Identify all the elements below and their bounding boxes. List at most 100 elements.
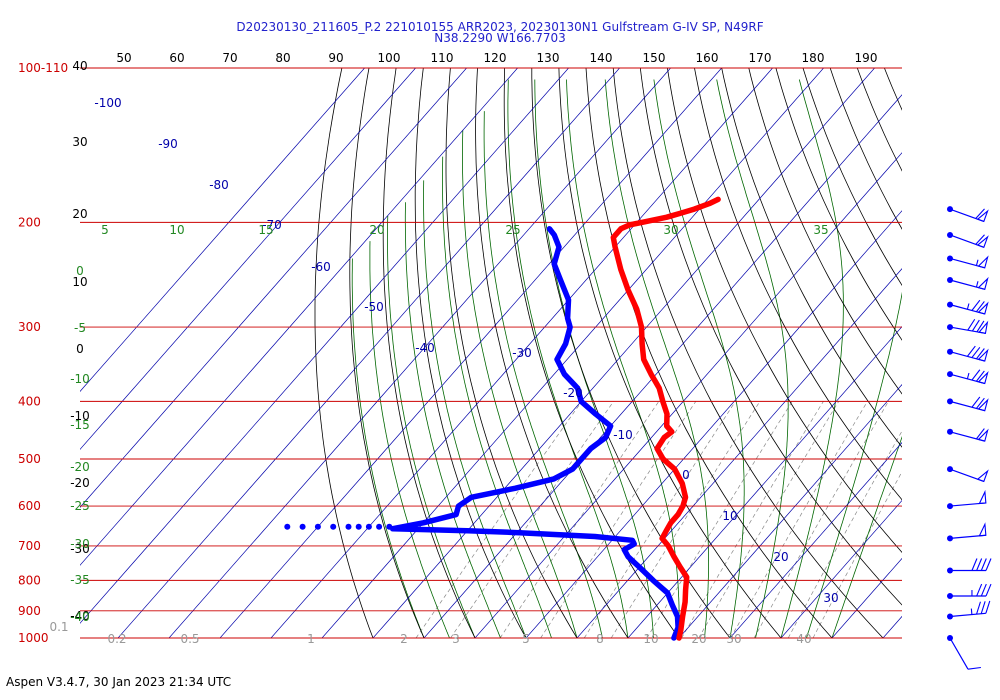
theta-left-label: 0 [76, 342, 84, 356]
theta-top-label: 50 [116, 51, 131, 65]
theta-left-label: -40 [70, 609, 90, 623]
theta-top-label: 100 [378, 51, 401, 65]
isotherm-line [80, 68, 365, 392]
wind-barb-feather [975, 370, 985, 382]
moist-adiabats [351, 79, 902, 639]
wind-barb-feather [975, 208, 985, 219]
wind-barb-feather [975, 234, 985, 245]
dry-adiabat-line [475, 68, 629, 639]
moist-adiabat-line [507, 79, 629, 639]
isotherm-line [729, 442, 902, 639]
wind-barb [947, 255, 989, 269]
temperature-profile-line [610, 196, 721, 641]
mixing-ratio-label: 10 [643, 632, 658, 646]
dry-adiabat-line [414, 68, 527, 639]
mixing-ratio-label: 1 [307, 632, 315, 646]
moist-adiabat-line [351, 258, 425, 639]
wind-barb-feather [971, 299, 981, 311]
moist-adiabat-line [483, 111, 603, 639]
dewpoint-point [376, 523, 383, 530]
wind-barb [947, 276, 989, 290]
wind-barb [947, 206, 989, 223]
mixing-ratio-line [730, 401, 868, 639]
wind-barb-feather [971, 319, 980, 332]
wind-barb-shaft [949, 612, 986, 618]
moist-adiabat-line [423, 180, 527, 639]
dry-adiabat-line [966, 68, 1000, 638]
wind-barb-feather [980, 558, 987, 571]
isotherm-line [372, 68, 875, 639]
theta-top-label: 120 [484, 51, 507, 65]
isotherm-line [219, 68, 722, 639]
dry-adiabat-line [721, 68, 902, 448]
isotherm-line [934, 68, 1000, 638]
moist-adiabat-label: -20 [70, 460, 90, 474]
isotherm-label: -100 [94, 96, 121, 110]
isotherm-label: -60 [311, 260, 331, 274]
dewpoint-point [345, 523, 352, 530]
dewpoint-profile-line [389, 226, 681, 641]
moist-adiabat-line [404, 202, 501, 639]
theta-top-label: 190 [855, 51, 878, 65]
isotherm-line [117, 68, 620, 639]
moist-adiabat-label: 15 [258, 223, 273, 237]
pressure-tick-label: 100-110 [18, 61, 68, 75]
isotherm-line [80, 68, 518, 566]
wind-barb-flag [977, 428, 989, 442]
isotherm-line [270, 68, 773, 639]
wind-barb-feather [975, 348, 985, 360]
wind-barb-half-feather [966, 372, 970, 379]
wind-barb-feather [985, 558, 992, 571]
wind-barb-flag [978, 522, 987, 537]
dewpoint-point [330, 523, 337, 530]
theta-top-label: 180 [802, 51, 825, 65]
moist-adiabat-label: 0 [76, 264, 84, 278]
wind-barb [947, 600, 991, 620]
moist-adiabat-label: -30 [70, 537, 90, 551]
dewpoint-point [355, 523, 362, 530]
moist-adiabat-label: 35 [813, 223, 828, 237]
theta-top-label: 140 [590, 51, 613, 65]
wind-barb [947, 428, 989, 442]
isotherm-label: -70 [262, 218, 282, 232]
isotherm-line [627, 326, 902, 639]
theta-top-label: 150 [643, 51, 666, 65]
mixing-ratio-label: 0.5 [180, 632, 199, 646]
wind-barb-flag [977, 301, 989, 315]
mixing-ratio-label: 40 [796, 632, 811, 646]
dry-adiabat-line [829, 68, 902, 230]
dry-adiabat-line [856, 68, 902, 172]
pressure-tick-label: 900 [18, 604, 41, 618]
wind-barb [947, 558, 992, 574]
pressure-tick-label: 800 [18, 573, 41, 587]
theta-left-label: 20 [72, 207, 87, 221]
wind-barb-half-feather [966, 303, 970, 310]
wind-barb [947, 299, 989, 315]
theta-left-label: -10 [70, 409, 90, 423]
pressure-tick-label: 1000 [18, 631, 49, 645]
wind-barb [947, 345, 989, 362]
theta-top-label: 60 [169, 51, 184, 65]
isotherm-line [321, 68, 824, 639]
theta-top-label: 110 [431, 51, 454, 65]
moist-adiabat-label: 25 [505, 223, 520, 237]
wind-barb [947, 396, 989, 412]
mixing-ratio-label: 30 [726, 632, 741, 646]
moist-adiabat-line [806, 291, 902, 639]
wind-barb-half-feather [975, 259, 979, 266]
pressure-tick-label: 700 [18, 539, 41, 553]
isotherm-line [780, 499, 902, 639]
dry-adiabat-line [382, 68, 476, 639]
mixing-ratio-label: 0.2 [107, 632, 126, 646]
mixing-ratio-line [753, 401, 889, 639]
isotherm-label: -40 [415, 341, 435, 355]
wind-barb-feather [976, 583, 983, 597]
dry-adiabat-line [694, 68, 902, 501]
dry-adiabat-line [503, 68, 680, 639]
isotherms [80, 68, 1000, 639]
wind-barb-flag [977, 348, 989, 362]
isotherm-label: -10 [613, 428, 633, 442]
isotherm-line [525, 210, 902, 639]
moist-adiabat-label: 30 [663, 223, 678, 237]
